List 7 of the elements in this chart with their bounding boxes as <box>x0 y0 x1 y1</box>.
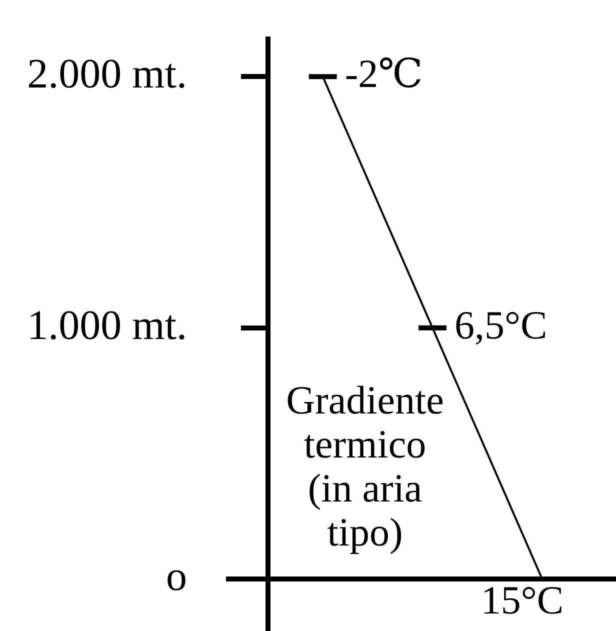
annotation: 6,5°C <box>454 302 548 348</box>
y-tick-label: 2.000 mt. <box>27 52 187 98</box>
annotation: -2℃ <box>344 51 423 96</box>
text: 15°C <box>480 578 564 622</box>
y-tick-label: o <box>166 554 187 600</box>
y-tick-label: 1.000 mt. <box>27 302 187 349</box>
annotation: Gradiente termico (in aria tipo) <box>286 378 444 554</box>
